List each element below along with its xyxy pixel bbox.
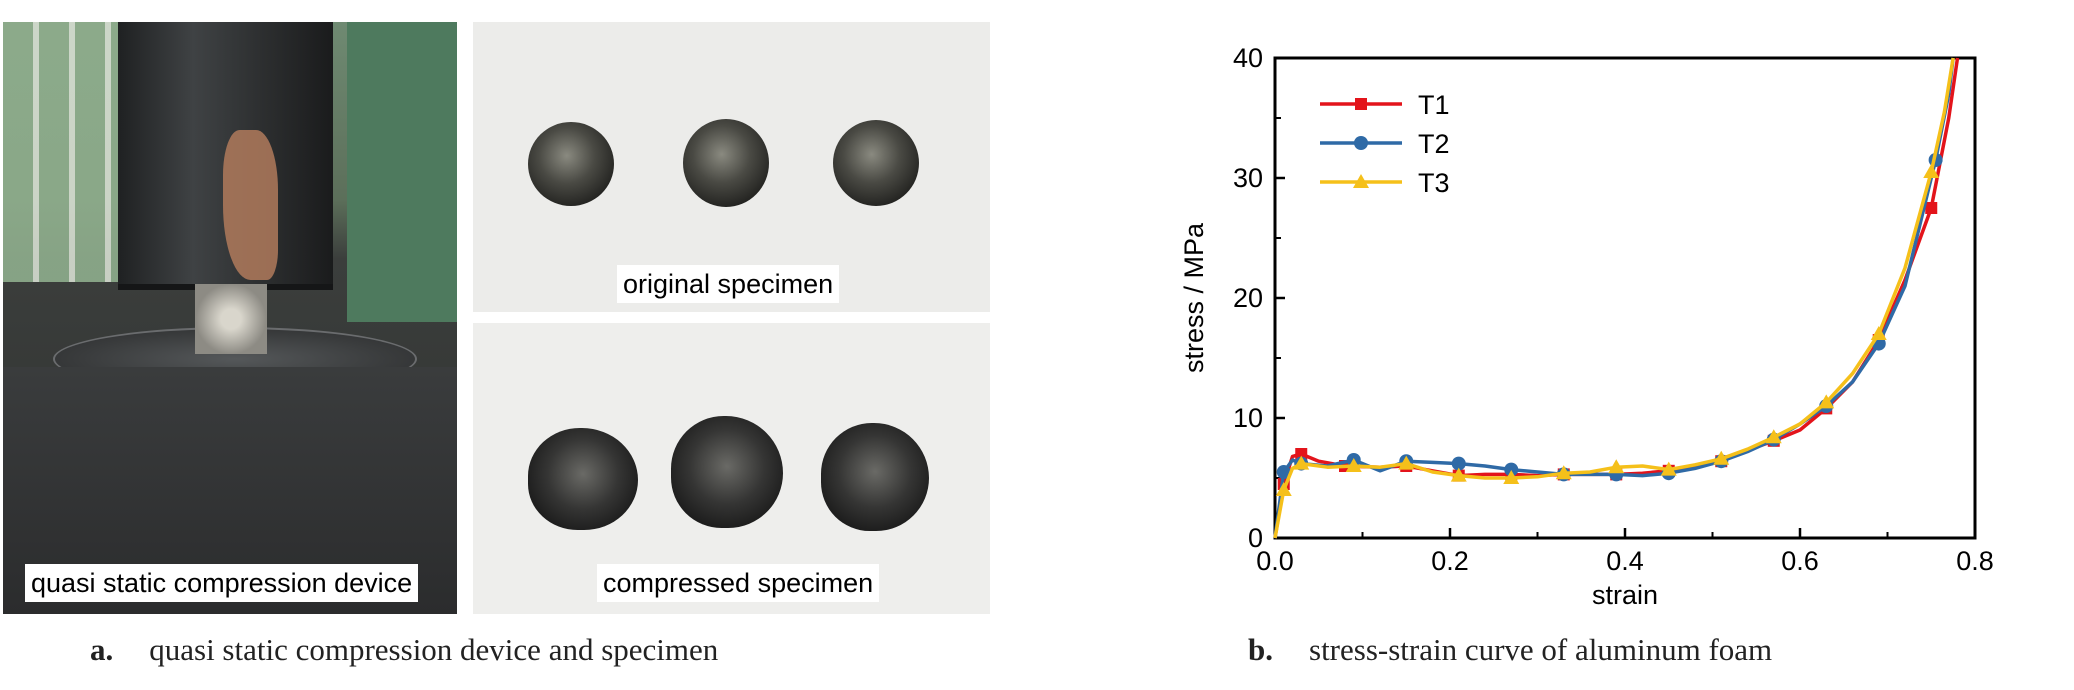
- data-point-t3: [1293, 455, 1310, 470]
- x-tick-label: 0.8: [1956, 546, 1994, 576]
- data-point-t3: [1398, 455, 1415, 470]
- y-tick-label: 10: [1233, 403, 1263, 433]
- data-point-t3: [1713, 450, 1730, 465]
- data-point-t2: [1276, 465, 1291, 479]
- legend-marker-t2: [1354, 136, 1368, 150]
- legend-marker-t3: [1353, 174, 1369, 188]
- data-point-t3: [1345, 458, 1362, 472]
- caption-a-text: quasi static compression device and spec…: [149, 632, 719, 667]
- data-point-t1: [1925, 202, 1938, 214]
- x-tick-label: 0.6: [1781, 546, 1819, 576]
- caption-b: b. stress-strain curve of aluminum foam: [1248, 632, 1772, 668]
- original-specimen-disc: [528, 122, 614, 206]
- data-point-t2: [1504, 462, 1519, 477]
- compressed-specimen-disc: [528, 428, 638, 530]
- caption-a: a. quasi static compression device and sp…: [90, 632, 718, 668]
- axis-ticks: 0.0 0.2 0.4 0.6 0.8 0 10 20 30 40: [1233, 43, 1994, 576]
- original-specimen-disc: [833, 120, 919, 206]
- data-point-t3: [1765, 429, 1782, 444]
- caption-b-text: stress-strain curve of aluminum foam: [1309, 632, 1773, 667]
- rust-patch: [223, 130, 278, 280]
- device-label: quasi static compression device: [25, 564, 419, 602]
- original-specimen-label: original specimen: [617, 265, 840, 303]
- x-tick-label: 0.0: [1256, 546, 1294, 576]
- data-point-t3: [1450, 467, 1467, 482]
- original-specimen-disc: [683, 119, 769, 207]
- caption-a-letter: a.: [90, 632, 114, 667]
- legend-marker-t1: [1355, 98, 1367, 110]
- y-tick-label: 40: [1233, 43, 1263, 73]
- compressed-specimen-label: compressed specimen: [597, 564, 880, 602]
- legend-label-t3: T3: [1418, 168, 1450, 198]
- y-tick-label: 20: [1233, 283, 1263, 313]
- original-specimen-photo: [473, 22, 990, 312]
- x-axis-title: strain: [1592, 580, 1658, 610]
- x-tick-label: 0.4: [1606, 546, 1644, 576]
- data-point-t3: [1818, 394, 1835, 409]
- series-layer: [1273, 57, 1960, 539]
- window-background: [3, 22, 123, 282]
- y-axis-title: stress / MPa: [1179, 222, 1209, 373]
- data-point-t1: [1295, 448, 1308, 460]
- compressed-specimen-disc: [671, 416, 783, 528]
- legend-label-t1: T1: [1418, 90, 1450, 120]
- data-point-t3: [1503, 470, 1520, 484]
- data-point-t3: [1555, 465, 1572, 480]
- x-tick-label: 0.2: [1431, 546, 1469, 576]
- caption-b-letter: b.: [1248, 632, 1273, 667]
- stress-strain-chart: 0.0 0.2 0.4 0.6 0.8 0 10 20 30 40 T1 T2 T3 strain s…: [1179, 43, 1994, 610]
- foam-sample: [195, 284, 267, 354]
- y-tick-label: 0: [1248, 523, 1263, 553]
- data-point-t3: [1660, 461, 1677, 476]
- data-point-t3: [1275, 482, 1292, 496]
- legend-label-t2: T2: [1418, 129, 1450, 159]
- compressed-specimen-disc: [821, 423, 929, 531]
- series-t3: [1273, 57, 1955, 539]
- data-point-t3: [1923, 164, 1940, 178]
- data-point-t3: [1608, 459, 1625, 474]
- wall-background: [347, 22, 457, 322]
- data-point-t3: [1870, 326, 1887, 340]
- compression-device-photo: [3, 22, 457, 614]
- data-point-t2: [1451, 456, 1466, 471]
- y-tick-label: 30: [1233, 163, 1263, 193]
- legend: T1 T2 T3: [1320, 90, 1450, 198]
